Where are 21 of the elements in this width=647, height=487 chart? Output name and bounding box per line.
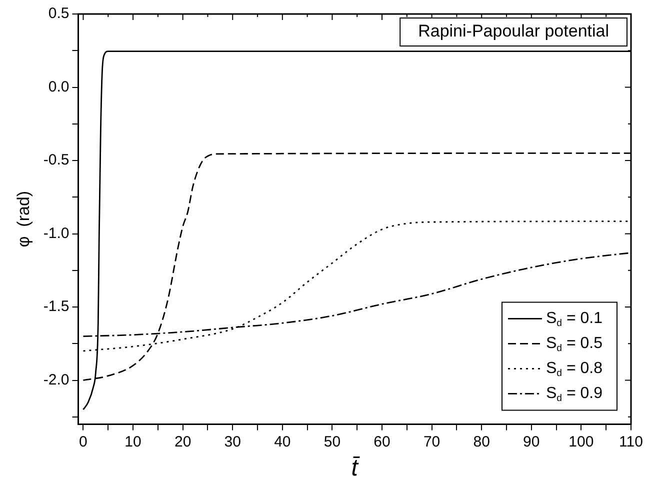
x-tick-label: 110 [619,433,643,450]
text: -2.0 [43,371,70,388]
x-tick-label: 100 [568,433,594,450]
x-tick-label: 60 [374,433,390,450]
x-tick-label: 30 [224,433,241,450]
x-tick-label: 40 [274,433,291,450]
x-tick-label: 20 [174,433,192,450]
x-tick-label: 50 [324,433,341,450]
x-tick-label: 0 [79,433,88,450]
x-tick-label: 80 [473,433,490,450]
y-tick-label: -0.5 [43,152,70,169]
y-tick-label: -1.5 [43,298,70,316]
x-tick-label: 70 [423,433,440,450]
x-tick-label: 10 [124,433,142,450]
text: Rapini-Papoular potential [418,22,610,41]
y-axis-title: φ (rad) [14,190,33,248]
x-axis-title: t̄ [351,454,360,482]
y-tick-label: 0.5 [48,5,70,22]
x-tick-label: 90 [523,433,540,450]
y-tick-label: 0.0 [48,78,70,96]
y-tick-label: -1.0 [43,224,70,242]
